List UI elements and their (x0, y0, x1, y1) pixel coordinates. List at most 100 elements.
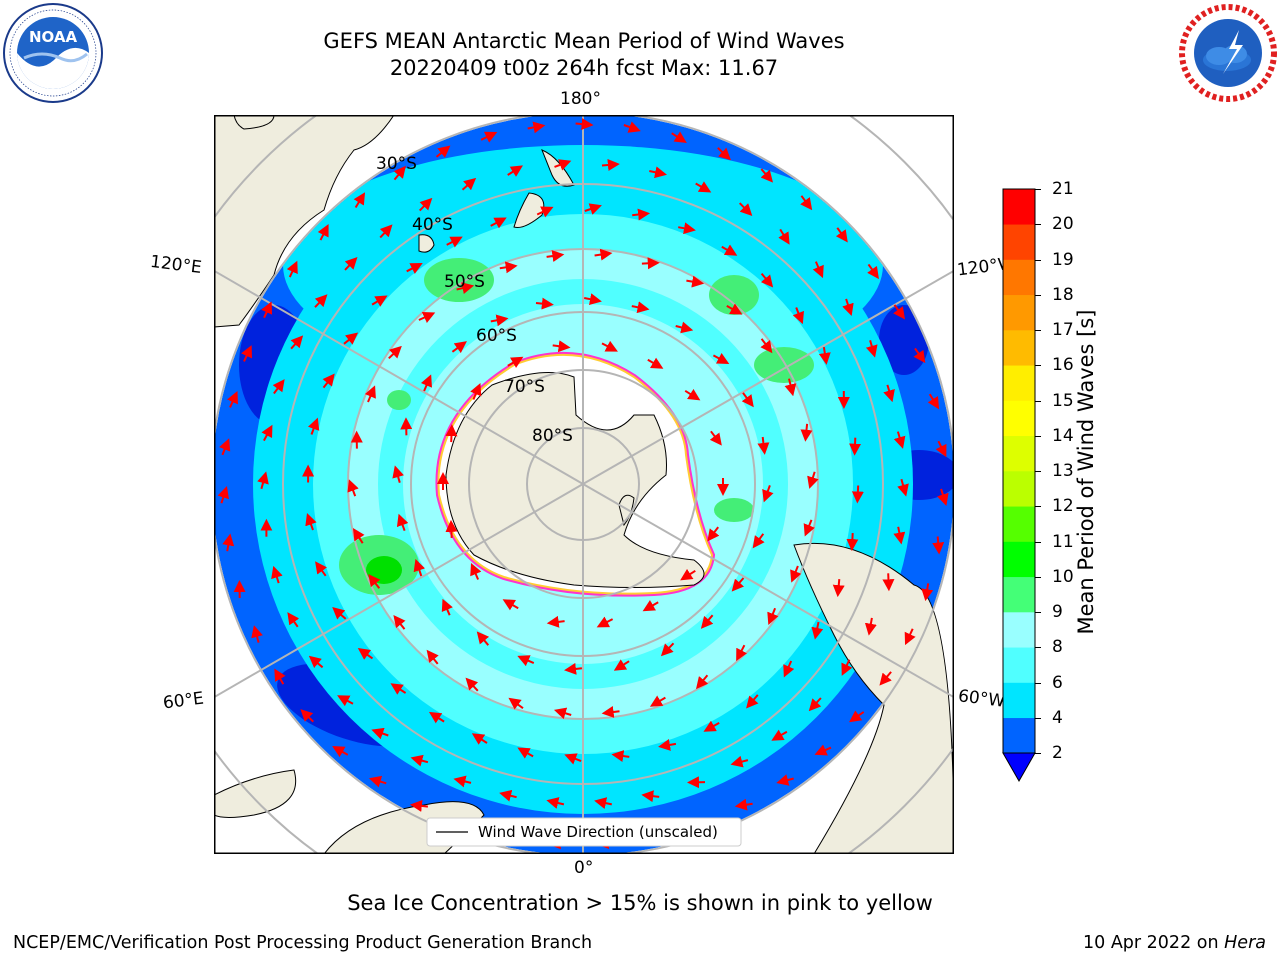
wind-arrow (388, 345, 402, 360)
colorbar-segment (1003, 330, 1035, 366)
wind-arrow (594, 797, 613, 810)
wind-arrow (564, 662, 583, 675)
wind-arrow (641, 790, 660, 803)
colorbar-segment (1003, 647, 1035, 683)
lon-label-180: 180° (560, 89, 601, 109)
wind-arrow (300, 709, 314, 723)
wind-arrow (445, 424, 458, 443)
wind-arrow (344, 256, 358, 271)
wind-arrow (611, 750, 630, 762)
wind-arrow (546, 615, 565, 628)
wind-arrow (893, 304, 906, 320)
colorbar-tick-label: 10 (1052, 566, 1074, 587)
wind-arrow (707, 526, 720, 542)
colorbar-segment (1003, 189, 1035, 225)
lat-label-80s: 80°S (532, 426, 573, 446)
lon-label-120e: 120°E (148, 251, 203, 279)
colorbar-segment (1003, 400, 1035, 437)
wind-arrow (709, 430, 722, 446)
colorbar-segment (1003, 294, 1035, 331)
colorbar-tick-label: 16 (1052, 355, 1074, 376)
wind-arrow (413, 558, 426, 577)
wind-arrow (882, 573, 895, 592)
wind-arrow (343, 332, 359, 345)
wind-arrow (649, 695, 666, 707)
wind-arrow (535, 297, 554, 310)
wind-arrow (684, 388, 701, 401)
chart-subtitle: 20220409 t00z 264h fcst Max: 11.67 (389, 56, 779, 80)
wind-arrow (778, 228, 790, 245)
wind-arrow (800, 423, 813, 442)
wind-arrow (274, 668, 286, 685)
wind-arrow (760, 272, 774, 288)
map-frame (214, 115, 954, 854)
wind-arrow (741, 392, 754, 408)
chart-title: GEFS MEAN Antarctic Mean Period of Wind … (323, 29, 845, 53)
wind-arrow (517, 655, 535, 667)
noaa-logo: NOAA (3, 3, 103, 103)
wind-arrow (841, 659, 853, 676)
wind-arrow (680, 568, 696, 581)
colorbar-tick-mark (1035, 330, 1041, 331)
colorbar-tick-mark (1035, 717, 1041, 719)
wind-arrow (332, 607, 347, 620)
australia-landmass (214, 115, 395, 328)
wind-arrow (807, 471, 819, 489)
wind-arrow (546, 250, 565, 262)
wind-arrow (410, 754, 429, 767)
colorbar-segment (1003, 259, 1035, 296)
wind-arrow (446, 236, 463, 248)
wind-arrow (392, 465, 404, 483)
wind-arrow (371, 727, 389, 740)
wind-arrow (790, 565, 802, 583)
wind-arrow (927, 393, 940, 410)
wind-arrow (227, 391, 238, 408)
wind-arrow (546, 797, 565, 809)
footer-credit: NCEP/EMC/Verification Post Processing Pr… (13, 933, 593, 953)
lat-label-40s: 40°S (412, 215, 453, 235)
wind-arrow (717, 147, 731, 161)
wind-arrow (812, 261, 824, 279)
colorbar-tick-mark (1035, 647, 1041, 649)
wind-arrow (409, 799, 429, 812)
wind-arrow (536, 206, 554, 218)
wind-arrow (623, 121, 641, 133)
wind-arrow (390, 683, 407, 695)
lat-label-70s: 70°S (504, 377, 545, 397)
colorbar-tick-mark (1035, 576, 1041, 578)
wind-arrow (271, 565, 283, 584)
wind-arrow (456, 282, 475, 294)
lon-label-60e: 60°E (161, 688, 205, 714)
colorbar-segment (1003, 471, 1035, 507)
wind-arrow (675, 321, 694, 334)
wind-arrow (783, 660, 795, 678)
wind-arrow (897, 478, 909, 497)
sea-ice-note: Sea Ice Concentration > 15% is shown in … (347, 891, 933, 915)
wind-arrow (814, 744, 832, 756)
colorbar-tick-label: 21 (1052, 179, 1074, 199)
wind-arrow (601, 705, 620, 718)
colorbar (1002, 188, 1036, 783)
wind-arrow (752, 533, 765, 549)
wind-arrow (849, 437, 862, 456)
colorbar-tick-label: 14 (1052, 425, 1074, 446)
wind-arrow (921, 583, 934, 602)
new-zealand-south (513, 192, 545, 228)
wind-arrow (337, 695, 354, 707)
wind-arrow (461, 177, 477, 191)
tasmania-landmass (418, 234, 435, 253)
colorbar-segment (1003, 717, 1035, 754)
wind-arrow (846, 533, 859, 552)
wind-arrow (686, 275, 705, 288)
wind-arrow (364, 385, 376, 403)
wind-arrow (738, 202, 753, 216)
wind-arrow (426, 649, 439, 665)
wind-arrow (893, 526, 906, 545)
wind-arrow (357, 648, 374, 660)
wind-arrow (251, 625, 263, 643)
wind-arrow (660, 642, 675, 657)
colorbar-tick-label: 4 (1052, 707, 1063, 728)
wind-arrow (848, 710, 865, 723)
wind-arrow (703, 720, 720, 732)
wind-arrow (507, 356, 524, 368)
